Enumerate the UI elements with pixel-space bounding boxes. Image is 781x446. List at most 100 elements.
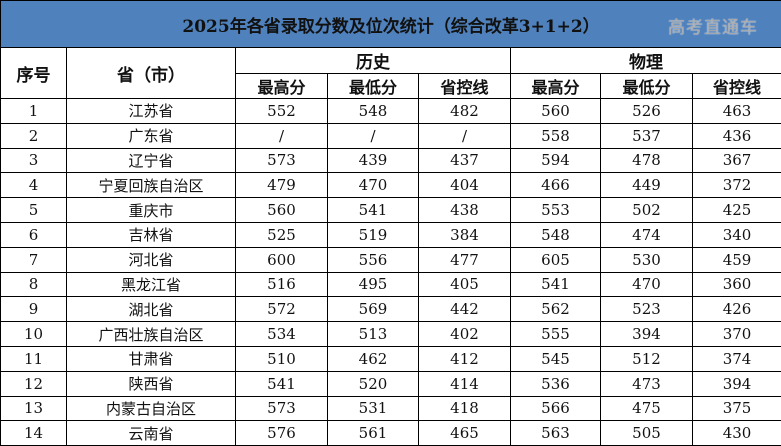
cell-history-min: 470 xyxy=(328,173,419,198)
cell-physics-line: 360 xyxy=(693,272,781,297)
cell-history-max: 576 xyxy=(236,421,328,446)
cell-history-line: 482 xyxy=(419,99,511,124)
cell-history-max: 573 xyxy=(236,148,328,173)
cell-index: 5 xyxy=(1,198,67,223)
cell-index: 8 xyxy=(1,272,67,297)
cell-physics-max: 560 xyxy=(511,99,601,124)
cell-province: 甘肃省 xyxy=(67,346,236,371)
cell-province: 辽宁省 xyxy=(67,148,236,173)
cell-physics-line: 459 xyxy=(693,247,781,272)
cell-history-min: / xyxy=(328,123,419,148)
watermark: 高考直通车 xyxy=(668,13,758,38)
cell-physics-min: 512 xyxy=(601,346,693,371)
cell-history-line: 404 xyxy=(419,173,511,198)
cell-physics-max: 563 xyxy=(511,421,601,446)
cell-index: 1 xyxy=(1,99,67,124)
cell-history-max: 600 xyxy=(236,247,328,272)
cell-province: 重庆市 xyxy=(67,198,236,223)
cell-province: 陕西省 xyxy=(67,371,236,396)
cell-history-min: 462 xyxy=(328,346,419,371)
cell-history-min: 495 xyxy=(328,272,419,297)
table-title: 2025年各省录取分数及位次统计（综合改革3+1+2） xyxy=(1,1,781,48)
cell-physics-max: 555 xyxy=(511,322,601,347)
cell-history-line: 437 xyxy=(419,148,511,173)
cell-index: 4 xyxy=(1,173,67,198)
cell-history-line: 465 xyxy=(419,421,511,446)
cell-province: 黑龙江省 xyxy=(67,272,236,297)
cell-province: 吉林省 xyxy=(67,222,236,247)
cell-index: 2 xyxy=(1,123,67,148)
cell-history-max: / xyxy=(236,123,328,148)
header-physics: 物理 xyxy=(511,48,781,74)
cell-physics-line: 374 xyxy=(693,346,781,371)
cell-history-max: 573 xyxy=(236,396,328,421)
cell-physics-min: 475 xyxy=(601,396,693,421)
cell-physics-line: 394 xyxy=(693,371,781,396)
cell-index: 12 xyxy=(1,371,67,396)
cell-history-line: 384 xyxy=(419,222,511,247)
cell-history-min: 561 xyxy=(328,421,419,446)
cell-history-min: 541 xyxy=(328,198,419,223)
cell-physics-min: 530 xyxy=(601,247,693,272)
cell-history-min: 556 xyxy=(328,247,419,272)
header-physics-line: 省控线 xyxy=(693,74,781,99)
header-physics-max: 最高分 xyxy=(511,74,601,99)
cell-index: 14 xyxy=(1,421,67,446)
cell-physics-min: 478 xyxy=(601,148,693,173)
cell-history-max: 552 xyxy=(236,99,328,124)
cell-history-min: 513 xyxy=(328,322,419,347)
cell-physics-min: 502 xyxy=(601,198,693,223)
header-history-min: 最低分 xyxy=(328,74,419,99)
cell-province: 广东省 xyxy=(67,123,236,148)
cell-history-max: 541 xyxy=(236,371,328,396)
cell-physics-max: 594 xyxy=(511,148,601,173)
cell-physics-max: 566 xyxy=(511,396,601,421)
cell-physics-min: 526 xyxy=(601,99,693,124)
cell-history-line: 418 xyxy=(419,396,511,421)
cell-history-max: 516 xyxy=(236,272,328,297)
cell-history-line: 405 xyxy=(419,272,511,297)
cell-province: 云南省 xyxy=(67,421,236,446)
cell-index: 7 xyxy=(1,247,67,272)
cell-history-max: 572 xyxy=(236,297,328,322)
header-history-line: 省控线 xyxy=(419,74,511,99)
cell-province: 宁夏回族自治区 xyxy=(67,173,236,198)
cell-history-min: 520 xyxy=(328,371,419,396)
cell-physics-min: 473 xyxy=(601,371,693,396)
cell-province: 广西壮族自治区 xyxy=(67,322,236,347)
cell-physics-max: 562 xyxy=(511,297,601,322)
cell-physics-min: 394 xyxy=(601,322,693,347)
cell-history-line: 442 xyxy=(419,297,511,322)
cell-physics-line: 430 xyxy=(693,421,781,446)
cell-index: 11 xyxy=(1,346,67,371)
header-province: 省（市） xyxy=(67,48,236,99)
cell-history-line: 477 xyxy=(419,247,511,272)
cell-history-max: 479 xyxy=(236,173,328,198)
cell-history-line: 412 xyxy=(419,346,511,371)
cell-history-max: 525 xyxy=(236,222,328,247)
cell-physics-max: 558 xyxy=(511,123,601,148)
cell-physics-line: 375 xyxy=(693,396,781,421)
cell-physics-min: 523 xyxy=(601,297,693,322)
cell-history-min: 569 xyxy=(328,297,419,322)
cell-history-line: 438 xyxy=(419,198,511,223)
cell-history-min: 531 xyxy=(328,396,419,421)
header-physics-min: 最低分 xyxy=(601,74,693,99)
cell-physics-max: 466 xyxy=(511,173,601,198)
cell-history-line: 402 xyxy=(419,322,511,347)
cell-history-line: / xyxy=(419,123,511,148)
cell-physics-line: 425 xyxy=(693,198,781,223)
cell-history-min: 519 xyxy=(328,222,419,247)
cell-physics-line: 426 xyxy=(693,297,781,322)
cell-history-line: 414 xyxy=(419,371,511,396)
